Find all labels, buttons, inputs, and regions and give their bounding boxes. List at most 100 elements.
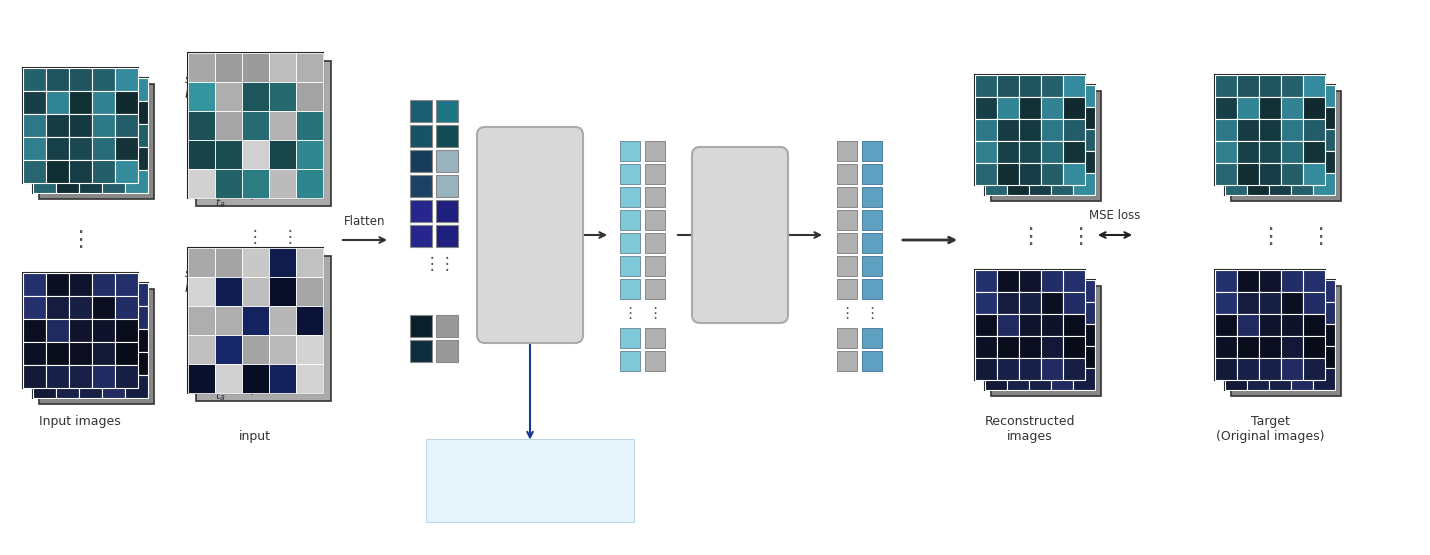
Bar — [214, 276, 242, 305]
Bar — [1216, 270, 1237, 292]
Bar — [997, 292, 1020, 314]
Bar — [1062, 163, 1085, 185]
Bar — [69, 341, 92, 365]
Bar — [33, 169, 56, 193]
Bar — [645, 210, 665, 230]
Bar — [46, 319, 69, 341]
Bar — [33, 78, 56, 100]
Bar — [1030, 280, 1051, 302]
Bar — [79, 375, 102, 397]
FancyBboxPatch shape — [1216, 270, 1326, 380]
Bar — [862, 256, 882, 276]
Bar — [187, 110, 214, 139]
Bar — [69, 68, 92, 90]
FancyBboxPatch shape — [196, 60, 330, 205]
Bar — [1072, 302, 1095, 324]
Bar — [837, 233, 857, 253]
Bar — [187, 53, 214, 82]
Bar — [1216, 314, 1237, 336]
Bar — [102, 169, 124, 193]
Bar — [269, 305, 296, 335]
Bar — [1247, 302, 1268, 324]
Bar — [1268, 368, 1291, 390]
Text: Target
(Original images): Target (Original images) — [1216, 415, 1324, 443]
Bar — [69, 114, 92, 137]
Bar — [1237, 292, 1258, 314]
Text: ⋮: ⋮ — [1018, 227, 1041, 247]
Bar — [124, 147, 147, 169]
Bar — [436, 200, 458, 222]
Text: ⋮: ⋮ — [439, 255, 455, 273]
Bar — [1268, 129, 1291, 151]
Bar — [187, 82, 214, 110]
Bar — [1226, 324, 1247, 346]
Bar — [46, 114, 69, 137]
Bar — [1237, 358, 1258, 380]
Bar — [1313, 173, 1336, 195]
FancyBboxPatch shape — [39, 289, 153, 403]
Bar — [837, 187, 857, 207]
Bar — [410, 200, 432, 222]
Bar — [1281, 119, 1303, 141]
Bar — [975, 314, 997, 336]
Bar — [1216, 97, 1237, 119]
Bar — [985, 346, 1007, 368]
Bar — [1237, 141, 1258, 163]
Bar — [1303, 97, 1326, 119]
Bar — [1281, 141, 1303, 163]
Bar — [1313, 85, 1336, 107]
Bar — [33, 375, 56, 397]
Bar — [69, 90, 92, 114]
Bar — [1281, 314, 1303, 336]
Bar — [1041, 163, 1062, 185]
Bar — [1258, 336, 1281, 358]
Bar — [124, 78, 147, 100]
Bar — [56, 147, 79, 169]
Bar — [1268, 173, 1291, 195]
Bar — [33, 147, 56, 169]
Bar — [1030, 173, 1051, 195]
Bar — [242, 169, 269, 198]
Bar — [1007, 107, 1030, 129]
Bar — [1291, 151, 1313, 173]
FancyBboxPatch shape — [23, 68, 137, 183]
Bar — [33, 282, 56, 305]
Bar — [645, 328, 665, 348]
Bar — [1041, 292, 1062, 314]
Bar — [92, 341, 114, 365]
Text: ⋮: ⋮ — [247, 228, 263, 246]
Bar — [1258, 141, 1281, 163]
Bar — [214, 364, 242, 392]
Text: Flatten: Flatten — [345, 215, 386, 228]
Bar — [1216, 336, 1237, 358]
Bar — [296, 248, 323, 276]
Bar — [56, 124, 79, 147]
Bar — [46, 68, 69, 90]
Bar — [837, 351, 857, 371]
Bar — [1281, 336, 1303, 358]
Bar — [1030, 302, 1051, 324]
Bar — [1072, 151, 1095, 173]
Bar — [410, 315, 432, 337]
Bar — [645, 256, 665, 276]
FancyBboxPatch shape — [33, 78, 147, 193]
Bar — [862, 279, 882, 299]
Bar — [214, 169, 242, 198]
Bar — [1020, 314, 1041, 336]
Bar — [1062, 270, 1085, 292]
Bar — [1051, 85, 1072, 107]
Bar — [56, 282, 79, 305]
Bar — [1030, 107, 1051, 129]
Bar — [975, 358, 997, 380]
Bar — [1291, 85, 1313, 107]
FancyBboxPatch shape — [991, 286, 1101, 396]
Bar — [1041, 314, 1062, 336]
Bar — [92, 114, 114, 137]
Bar — [187, 276, 214, 305]
Bar — [269, 139, 296, 169]
Bar — [79, 169, 102, 193]
Bar — [1062, 314, 1085, 336]
Bar — [985, 173, 1007, 195]
Text: ⋮: ⋮ — [282, 228, 299, 246]
Bar — [102, 100, 124, 124]
